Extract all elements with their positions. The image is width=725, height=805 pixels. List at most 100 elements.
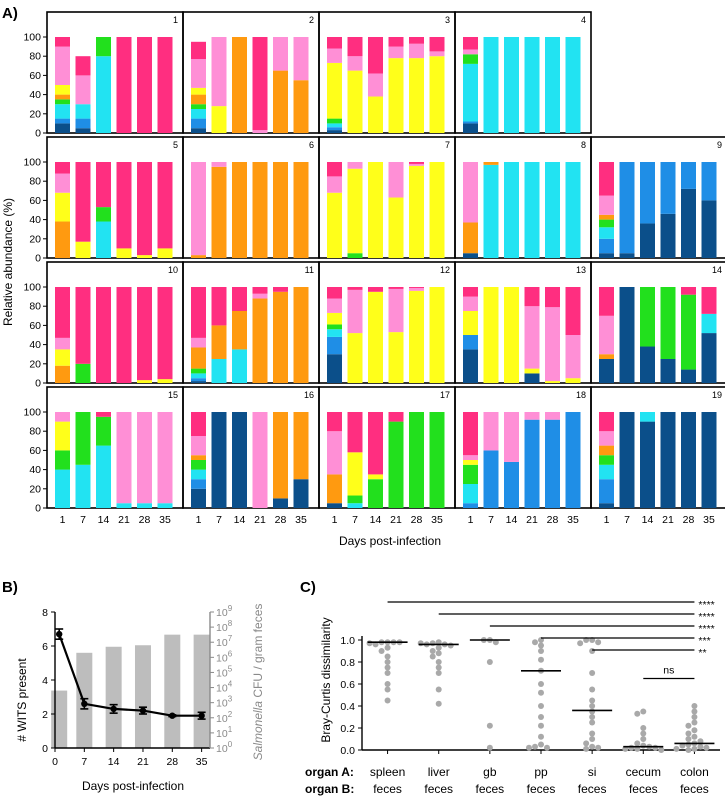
wits-point <box>81 700 88 707</box>
stacked-bar-segment <box>660 412 676 508</box>
dissimilarity-point <box>378 648 385 654</box>
dissimilarity-point <box>486 659 493 665</box>
y2-tick-exponent: 4 <box>228 680 233 689</box>
stacked-bar-segment <box>191 87 206 95</box>
stacked-bar-segment <box>463 503 478 508</box>
stacked-bar-segment <box>75 162 91 242</box>
y-tick-label: 40 <box>29 89 41 101</box>
stacked-bar-segment <box>681 162 696 189</box>
panel-c-ylabel: Bray-Curtis dissimilarity <box>319 617 333 742</box>
stacked-bar-segment <box>55 99 70 105</box>
stacked-bar-segment <box>191 455 206 460</box>
mouse-panel-number: 1 <box>173 15 178 25</box>
x-tick-label: 28 <box>166 756 178 768</box>
dissimilarity-point <box>589 714 596 720</box>
stacked-bar-segment <box>327 298 342 313</box>
dissimilarity-point <box>544 744 550 751</box>
stacked-bar-segment <box>599 287 614 316</box>
stacked-bar-segment <box>599 464 614 480</box>
y-tick-label: 60 <box>29 195 41 207</box>
dissimilarity-point <box>652 744 659 751</box>
significance-stars: *** <box>698 635 710 647</box>
stacked-bar-segment <box>388 197 404 258</box>
stacked-bar-segment <box>75 241 91 258</box>
stacked-bar-segment <box>409 165 424 258</box>
stacked-bar-segment <box>191 287 206 338</box>
stacked-bar-segment <box>660 359 676 383</box>
stacked-bar-segment <box>191 460 206 470</box>
y-tick-label: 100 <box>23 407 41 419</box>
stacked-bar-segment <box>409 162 424 164</box>
stacked-bar-segment <box>137 162 152 256</box>
dissimilarity-point <box>384 697 391 704</box>
dissimilarity-point <box>447 642 454 649</box>
y-tick-label: 20 <box>29 233 41 245</box>
organ-a-label: gb <box>483 765 497 779</box>
y-tick-label: 0.6 <box>340 679 355 691</box>
stacked-bar-segment <box>483 162 499 165</box>
stacked-bar-segment <box>463 49 478 55</box>
cfu-bar <box>193 634 210 748</box>
dissimilarity-point <box>532 639 538 646</box>
stacked-bar-segment <box>55 337 70 350</box>
stacked-bar-segment <box>191 368 206 374</box>
stacked-bar-segment <box>157 379 173 383</box>
y2-tick-base: 10 <box>216 607 228 619</box>
x-tick-label: 21 <box>118 514 130 526</box>
stacked-bar-segment <box>96 412 111 417</box>
y2-tick-label: 108 <box>216 619 233 634</box>
y-tick-label: 0 <box>35 503 41 515</box>
stacked-bar-segment <box>157 162 173 249</box>
stacked-bar-segment <box>463 296 478 311</box>
stacked-bar-segment <box>368 412 383 475</box>
y2-tick-exponent: 2 <box>228 710 233 719</box>
stacked-bar-segment <box>232 349 247 383</box>
wits-point <box>55 630 63 638</box>
dissimilarity-point <box>685 736 692 742</box>
stacked-bar-segment <box>211 359 227 383</box>
stacked-bar-segment <box>504 461 519 508</box>
stacked-bar-segment <box>701 313 717 334</box>
stacked-bar-segment <box>701 200 717 258</box>
x-tick-label: 28 <box>139 514 151 526</box>
stacked-bar-segment <box>429 412 445 508</box>
dissimilarity-point <box>595 744 602 751</box>
stacked-bar-segment <box>327 354 342 383</box>
stacked-bar-segment <box>463 222 478 254</box>
stacked-bar-segment <box>660 162 676 214</box>
dissimilarity-point <box>384 664 391 671</box>
stacked-bar-segment <box>191 128 206 133</box>
stacked-bar-segment <box>681 188 696 258</box>
dissimilarity-point <box>429 653 436 660</box>
stacked-bar-segment <box>463 54 478 64</box>
stacked-bar-segment <box>55 162 70 174</box>
stacked-bar-segment <box>504 37 519 133</box>
stacked-bar-segment <box>293 287 309 383</box>
significance-stars: **** <box>698 599 714 611</box>
stacked-bar-segment <box>75 104 91 119</box>
y-tick-label: 100 <box>23 282 41 294</box>
panel-a-label: A) <box>2 5 18 22</box>
y-tick-label: 1.0 <box>340 635 355 647</box>
stacked-bar-segment <box>640 223 655 258</box>
mouse-panel-frame <box>590 261 725 384</box>
y-tick-label: 0 <box>42 743 48 755</box>
y2-tick-exponent: 3 <box>228 695 233 704</box>
y2-tick-base: 10 <box>216 652 228 664</box>
dissimilarity-point <box>526 744 532 751</box>
dissimilarity-point <box>634 710 641 717</box>
stacked-bar-segment <box>565 287 581 335</box>
stacked-bar-segment <box>524 419 540 508</box>
x-tick-label: 14 <box>642 514 654 526</box>
stacked-bar-segment <box>368 162 383 258</box>
y-tick-label: 0 <box>35 378 41 390</box>
stacked-bar-segment <box>55 192 70 222</box>
stacked-bar-segment <box>157 412 173 504</box>
y2-tick-label: 101 <box>216 725 233 740</box>
stacked-bar-segment <box>463 311 478 335</box>
x-tick-label: 21 <box>254 514 266 526</box>
organ-a-label: pp <box>534 765 548 779</box>
stacked-bar-segment <box>327 192 342 258</box>
organ-a-label: spleen <box>370 765 405 779</box>
dissimilarity-point <box>685 741 692 748</box>
